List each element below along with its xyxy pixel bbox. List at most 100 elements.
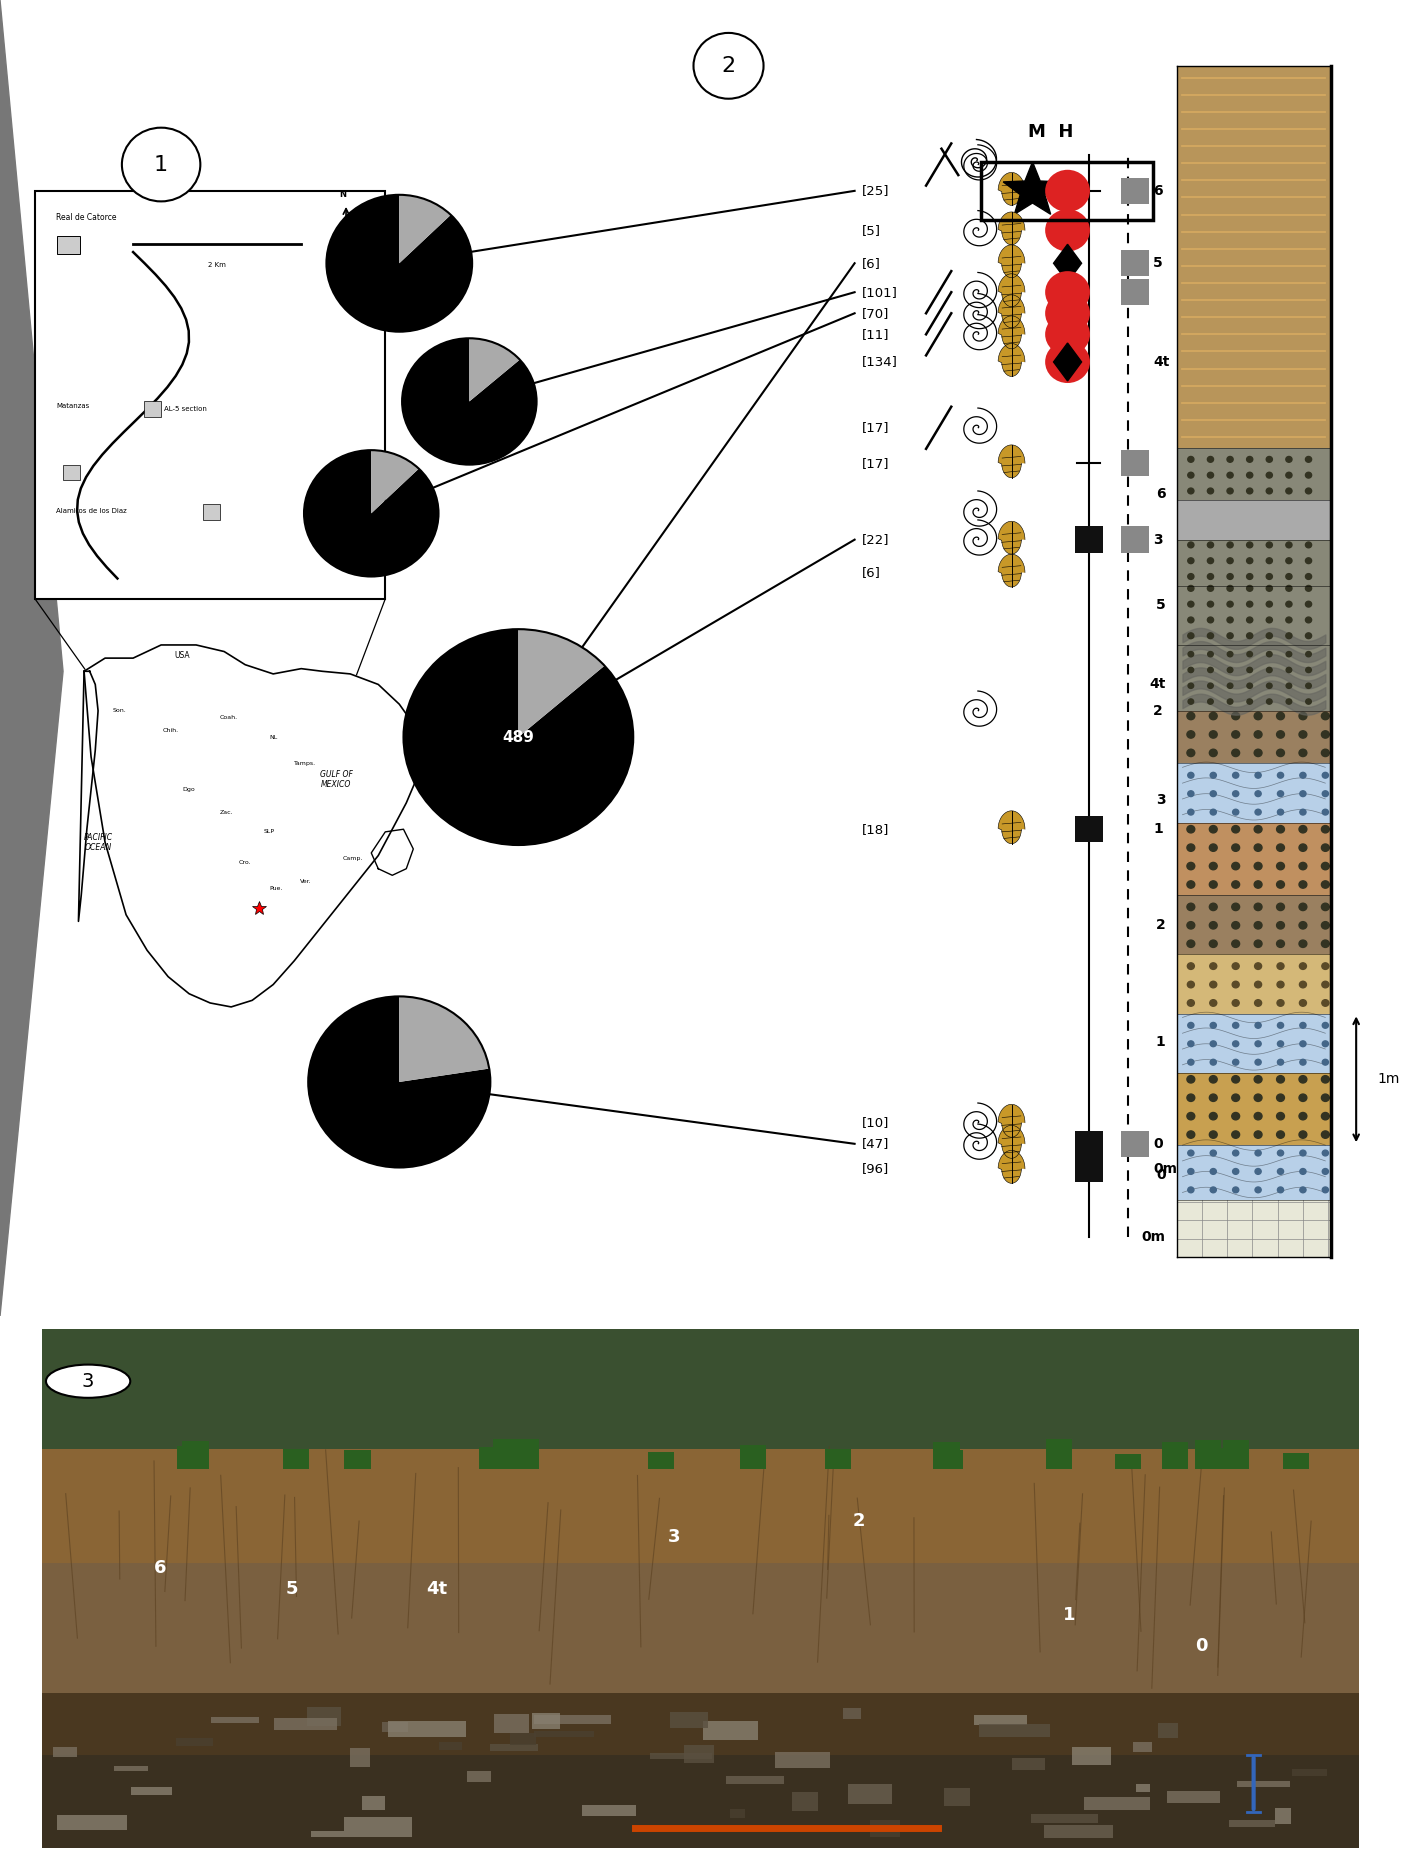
Circle shape (1233, 792, 1238, 797)
Circle shape (1233, 1187, 1238, 1193)
Bar (210, 1718, 259, 1723)
Circle shape (1255, 773, 1261, 779)
Circle shape (1187, 1075, 1195, 1083)
Circle shape (1187, 713, 1195, 719)
Circle shape (1254, 863, 1262, 870)
Circle shape (1300, 963, 1307, 969)
Circle shape (1276, 713, 1285, 719)
Circle shape (1306, 586, 1311, 592)
Wedge shape (304, 450, 439, 577)
Circle shape (1209, 904, 1217, 911)
Polygon shape (998, 295, 1026, 329)
Text: 6: 6 (1153, 183, 1163, 198)
Bar (1177, 586, 1331, 644)
Circle shape (1276, 730, 1285, 737)
Circle shape (1254, 749, 1262, 756)
Circle shape (1276, 749, 1285, 756)
Circle shape (1188, 633, 1194, 639)
Circle shape (1233, 963, 1240, 969)
Circle shape (1247, 573, 1252, 579)
Circle shape (1188, 1042, 1194, 1047)
Circle shape (1208, 633, 1213, 639)
Circle shape (1278, 982, 1285, 988)
Circle shape (1227, 487, 1233, 495)
Circle shape (1321, 904, 1330, 911)
Circle shape (1254, 1131, 1262, 1139)
Bar (933, 1441, 960, 1469)
Text: Coah.: Coah. (220, 715, 237, 721)
Polygon shape (998, 316, 1026, 349)
Circle shape (1254, 730, 1262, 737)
Circle shape (1208, 698, 1213, 704)
Polygon shape (998, 1150, 1026, 1184)
Bar (53, 1748, 77, 1757)
Polygon shape (998, 274, 1026, 306)
Circle shape (1187, 1131, 1195, 1139)
Circle shape (1299, 844, 1307, 851)
Circle shape (1209, 825, 1217, 833)
Circle shape (1188, 1169, 1194, 1174)
Bar (670, 1712, 708, 1727)
Circle shape (1286, 683, 1292, 689)
Bar (363, 1796, 385, 1809)
Circle shape (1267, 683, 1272, 689)
Text: Dgo: Dgo (182, 788, 196, 792)
Bar (1121, 1131, 1149, 1158)
Circle shape (1321, 844, 1330, 851)
Polygon shape (998, 213, 1026, 245)
Bar (42, 1329, 1359, 1460)
Circle shape (1299, 1131, 1307, 1139)
Circle shape (1300, 773, 1306, 779)
Circle shape (1254, 1094, 1262, 1102)
Circle shape (1045, 271, 1090, 314)
Polygon shape (998, 1126, 1026, 1158)
Bar (467, 1772, 492, 1783)
Text: Zac.: Zac. (220, 810, 234, 814)
Circle shape (1254, 904, 1262, 911)
Circle shape (1255, 808, 1261, 816)
Wedge shape (308, 997, 490, 1167)
Circle shape (1188, 558, 1194, 564)
Circle shape (1187, 1113, 1195, 1120)
Text: [96]: [96] (862, 1163, 888, 1176)
Circle shape (1187, 844, 1195, 851)
Circle shape (1187, 982, 1194, 988)
Text: AL-5 section: AL-5 section (164, 405, 207, 411)
Circle shape (1255, 1187, 1261, 1193)
Circle shape (1208, 456, 1213, 463)
Polygon shape (1054, 245, 1082, 282)
Circle shape (1247, 633, 1252, 639)
Circle shape (1208, 487, 1213, 495)
Text: western Cuba: western Cuba (518, 764, 572, 771)
Circle shape (1323, 963, 1328, 969)
Circle shape (1278, 1187, 1283, 1193)
Circle shape (1247, 456, 1252, 463)
Text: M  H: M H (1028, 123, 1073, 140)
Circle shape (1208, 541, 1213, 547)
Bar (1167, 1790, 1220, 1804)
Circle shape (1227, 652, 1233, 657)
Bar (981, 162, 1153, 220)
Circle shape (46, 1365, 130, 1398)
Circle shape (1227, 573, 1233, 579)
Bar (1177, 1144, 1331, 1200)
Circle shape (1233, 1059, 1238, 1064)
Wedge shape (469, 338, 520, 401)
Circle shape (1208, 652, 1213, 657)
Wedge shape (371, 450, 419, 513)
Polygon shape (1003, 162, 1062, 215)
Bar (345, 1451, 371, 1469)
Circle shape (1300, 808, 1306, 816)
Text: Alamitos de los Diaz: Alamitos de los Diaz (56, 508, 126, 513)
Bar (275, 1718, 336, 1729)
Circle shape (1227, 541, 1233, 547)
Bar (1121, 450, 1149, 476)
Circle shape (1231, 922, 1240, 930)
Text: 4t: 4t (426, 1579, 448, 1598)
Circle shape (1299, 713, 1307, 719)
Circle shape (1247, 558, 1252, 564)
Circle shape (1210, 1042, 1216, 1047)
Circle shape (1210, 1187, 1216, 1193)
Bar (57, 1815, 126, 1830)
Text: 4t: 4t (1153, 355, 1170, 370)
